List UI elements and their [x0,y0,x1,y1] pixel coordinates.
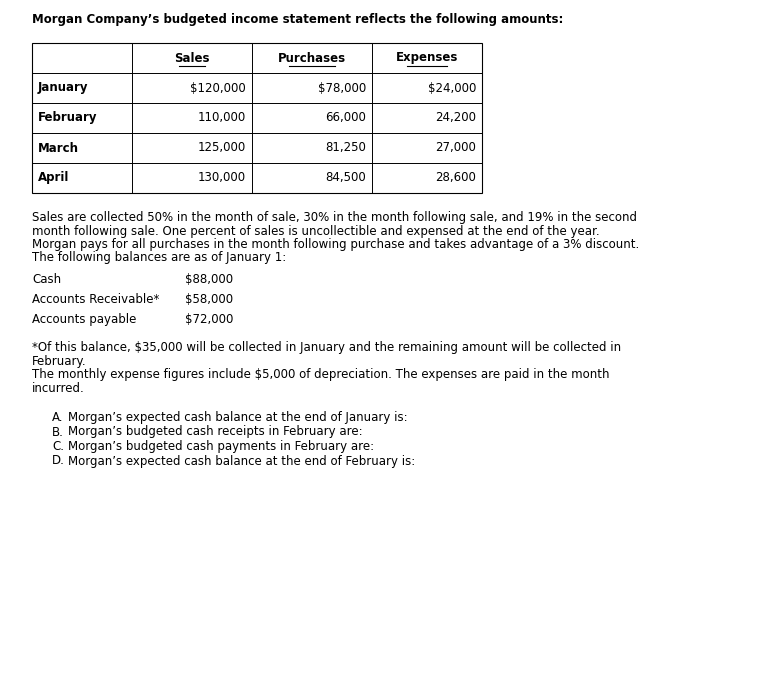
Text: March: March [38,141,79,155]
Text: $24,000: $24,000 [427,81,476,95]
Text: 27,000: 27,000 [435,141,476,155]
Text: $72,000: $72,000 [185,313,234,326]
Text: Morgan’s budgeted cash payments in February are:: Morgan’s budgeted cash payments in Febru… [68,440,374,453]
Text: $78,000: $78,000 [318,81,366,95]
Text: B.: B. [52,425,64,438]
Text: Accounts payable: Accounts payable [32,313,136,326]
Text: Cash: Cash [32,273,61,286]
Text: D.: D. [52,454,65,468]
Text: Morgan’s expected cash balance at the end of February is:: Morgan’s expected cash balance at the en… [68,454,415,468]
Text: $58,000: $58,000 [185,293,233,306]
Text: C.: C. [52,440,64,453]
Text: *Of this balance, $35,000 will be collected in January and the remaining amount : *Of this balance, $35,000 will be collec… [32,341,621,354]
Text: Morgan Company’s budgeted income statement reflects the following amounts:: Morgan Company’s budgeted income stateme… [32,13,563,26]
Text: $120,000: $120,000 [190,81,246,95]
Text: February: February [38,111,98,125]
Text: 130,000: 130,000 [198,171,246,184]
Text: 66,000: 66,000 [325,111,366,125]
Bar [32,43,482,193]
Text: Sales: Sales [174,52,210,65]
Text: Sales are collected 50% in the month of sale, 30% in the month following sale, a: Sales are collected 50% in the month of … [32,211,637,224]
Text: 28,600: 28,600 [435,171,476,184]
Text: The following balances are as of January 1:: The following balances are as of January… [32,251,286,264]
Text: incurred.: incurred. [32,381,84,395]
Text: Morgan pays for all purchases in the month following purchase and takes advantag: Morgan pays for all purchases in the mon… [32,238,639,251]
Text: month following sale. One percent of sales is uncollectible and expensed at the : month following sale. One percent of sal… [32,225,600,237]
Text: A.: A. [52,411,63,424]
Text: Morgan’s expected cash balance at the end of January is:: Morgan’s expected cash balance at the en… [68,411,408,424]
Text: $88,000: $88,000 [185,273,233,286]
Text: 84,500: 84,500 [325,171,366,184]
Text: Morgan’s budgeted cash receipts in February are:: Morgan’s budgeted cash receipts in Febru… [68,425,363,438]
Text: April: April [38,171,70,184]
Text: 125,000: 125,000 [197,141,246,155]
Text: Purchases: Purchases [278,52,346,65]
Text: 24,200: 24,200 [435,111,476,125]
Text: January: January [38,81,88,95]
Text: 110,000: 110,000 [197,111,246,125]
Text: Accounts Receivable*: Accounts Receivable* [32,293,159,306]
Text: The monthly expense figures include $5,000 of depreciation. The expenses are pai: The monthly expense figures include $5,0… [32,368,609,381]
Text: 81,250: 81,250 [325,141,366,155]
Text: Expenses: Expenses [396,52,458,65]
Text: February.: February. [32,354,87,367]
